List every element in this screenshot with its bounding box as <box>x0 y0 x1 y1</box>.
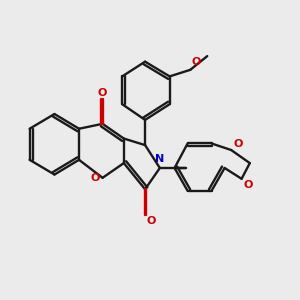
Text: O: O <box>233 139 243 148</box>
Text: O: O <box>244 180 253 190</box>
Text: O: O <box>90 173 100 183</box>
Text: O: O <box>192 58 201 68</box>
Text: N: N <box>155 154 164 164</box>
Text: O: O <box>147 216 156 226</box>
Text: O: O <box>98 88 107 98</box>
